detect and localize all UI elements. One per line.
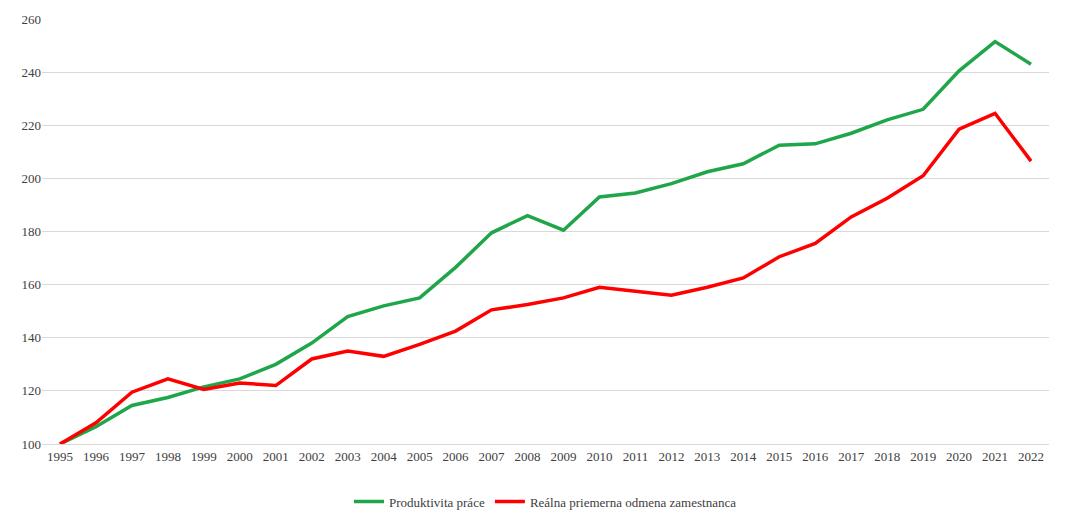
svg-text:Produktivita práce: Produktivita práce: [389, 495, 485, 510]
svg-text:2017: 2017: [838, 449, 865, 464]
svg-text:260: 260: [22, 12, 42, 27]
svg-text:2010: 2010: [586, 449, 612, 464]
svg-text:140: 140: [22, 330, 42, 345]
svg-text:2022: 2022: [1018, 449, 1044, 464]
svg-text:Reálna priemerna odmena zamest: Reálna priemerna odmena zamestnanca: [530, 495, 736, 510]
svg-text:2004: 2004: [371, 449, 398, 464]
svg-text:2015: 2015: [766, 449, 792, 464]
svg-text:2009: 2009: [550, 449, 576, 464]
svg-text:2016: 2016: [802, 449, 829, 464]
svg-text:160: 160: [22, 277, 42, 292]
svg-text:2006: 2006: [443, 449, 470, 464]
svg-text:1997: 1997: [119, 449, 146, 464]
svg-text:2001: 2001: [263, 449, 289, 464]
svg-text:2012: 2012: [658, 449, 684, 464]
svg-text:120: 120: [22, 383, 42, 398]
svg-text:2014: 2014: [730, 449, 757, 464]
svg-text:2007: 2007: [479, 449, 506, 464]
svg-text:2019: 2019: [910, 449, 936, 464]
svg-text:2008: 2008: [515, 449, 541, 464]
svg-text:2000: 2000: [227, 449, 253, 464]
svg-text:240: 240: [22, 65, 42, 80]
svg-text:2003: 2003: [335, 449, 361, 464]
svg-text:100: 100: [22, 437, 42, 452]
svg-text:180: 180: [22, 224, 42, 239]
svg-text:1995: 1995: [47, 449, 73, 464]
svg-text:200: 200: [22, 171, 42, 186]
svg-text:2018: 2018: [874, 449, 900, 464]
svg-text:2002: 2002: [299, 449, 325, 464]
svg-text:220: 220: [22, 118, 42, 133]
svg-text:2020: 2020: [946, 449, 972, 464]
svg-text:2013: 2013: [694, 449, 720, 464]
svg-text:2005: 2005: [407, 449, 433, 464]
svg-text:1996: 1996: [83, 449, 110, 464]
svg-text:2021: 2021: [982, 449, 1008, 464]
svg-text:1998: 1998: [155, 449, 181, 464]
svg-text:1999: 1999: [191, 449, 217, 464]
svg-text:2011: 2011: [623, 449, 649, 464]
